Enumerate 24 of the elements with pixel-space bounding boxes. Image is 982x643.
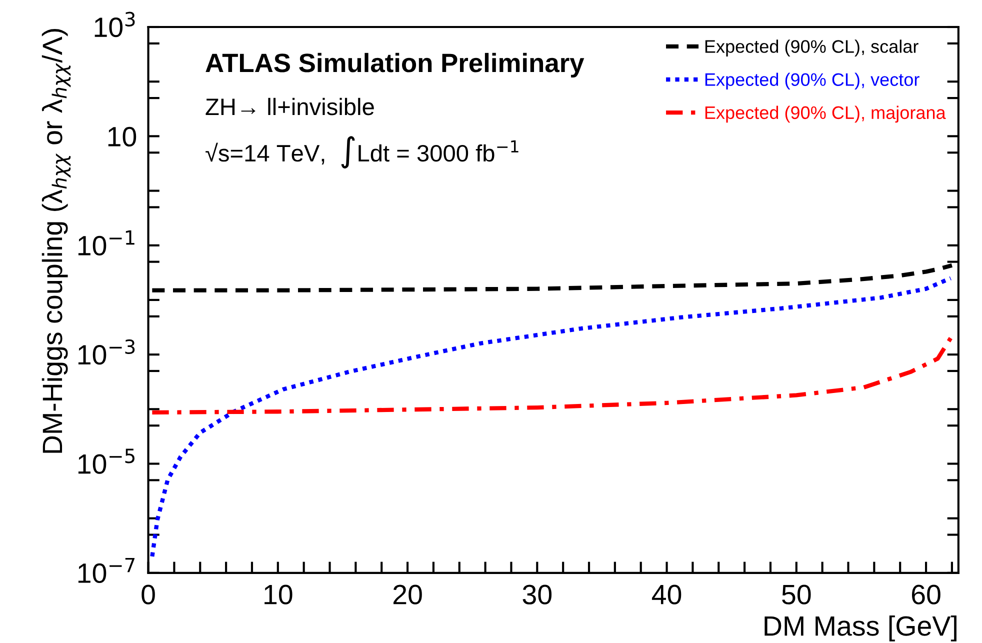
y-tick-label: 10$^{−3}$ [78, 339, 135, 365]
y-axis-title: DM-Higgs coupling (λ$_{hχχ}$ or λ$_{hχχ}$/Λ) [42, 28, 71, 453]
x-tick-label: 30 [522, 584, 552, 604]
x-tick-label: 20 [393, 584, 422, 604]
x-tick-label: 50 [782, 584, 811, 604]
line-series [150, 263, 954, 292]
annotation: ATLAS Simulation Preliminary [206, 52, 584, 78]
x-axis-title: DM Mass [GeV] [764, 615, 956, 642]
legend-label: Expected (90% CL), scalar [705, 40, 918, 56]
y-tick-label: 10$^{−5}$ [78, 448, 134, 474]
x-tick-label: 40 [652, 584, 682, 604]
y-tick-label: 10$^{−7}$ [78, 558, 135, 584]
legend-label: Expected (90% CL), majorana [705, 106, 946, 123]
x-tick-label: 10 [264, 584, 292, 604]
annotation: ZH→ ll+invisible [206, 98, 374, 116]
line-series [150, 336, 953, 415]
y-tick-label: 10$^{3}$ [94, 12, 135, 38]
y-tick-label: 10$^{−1}$ [78, 230, 134, 256]
legend-label: Expected (90% CL), vector [705, 72, 920, 90]
annotation: √s=14 TeV, ∫Ldt = 3000 fb$^{−1}$ [206, 136, 518, 169]
line-series [150, 276, 953, 559]
x-tick-label: 60 [912, 584, 940, 604]
x-tick-label: 0 [142, 584, 155, 604]
y-tick-label: 10 [108, 126, 136, 147]
